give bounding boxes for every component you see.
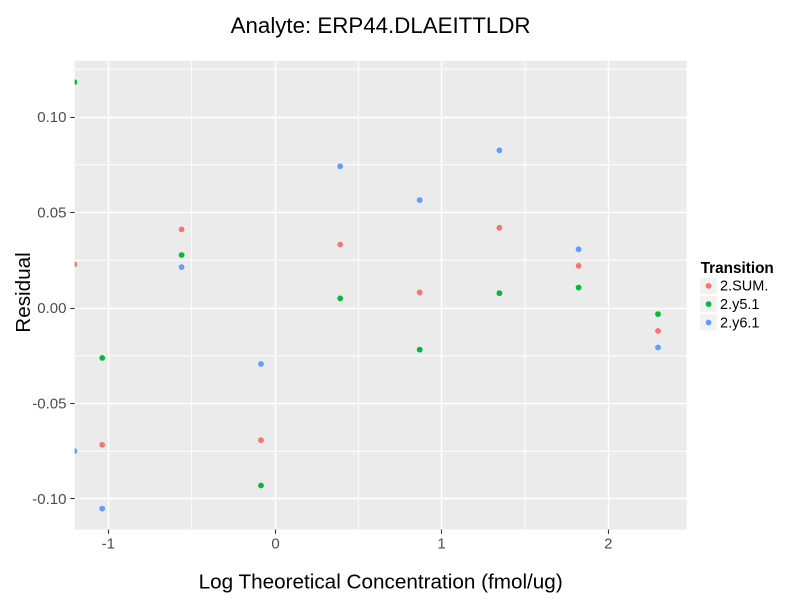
svg-text:2: 2: [604, 536, 612, 553]
svg-text:0.05: 0.05: [37, 205, 66, 222]
svg-text:Residual: Residual: [12, 252, 35, 333]
svg-text:2.y6.1: 2.y6.1: [720, 315, 760, 331]
svg-text:-1: -1: [102, 536, 115, 553]
svg-text:0.10: 0.10: [37, 109, 66, 126]
svg-text:0: 0: [271, 536, 279, 553]
svg-text:0.00: 0.00: [37, 300, 66, 317]
svg-text:-0.10: -0.10: [32, 491, 66, 508]
svg-text:2.SUM.: 2.SUM.: [720, 279, 768, 295]
svg-text:Log Theoretical Concentration: Log Theoretical Concentration (fmol/ug): [199, 571, 563, 594]
svg-text:-0.05: -0.05: [32, 396, 66, 413]
svg-text:2.y5.1: 2.y5.1: [720, 297, 760, 313]
svg-text:Transition: Transition: [701, 260, 774, 277]
svg-text:Analyte: ERP44.DLAEITTLDR: Analyte: ERP44.DLAEITTLDR: [231, 13, 531, 38]
svg-text:1: 1: [437, 536, 445, 553]
